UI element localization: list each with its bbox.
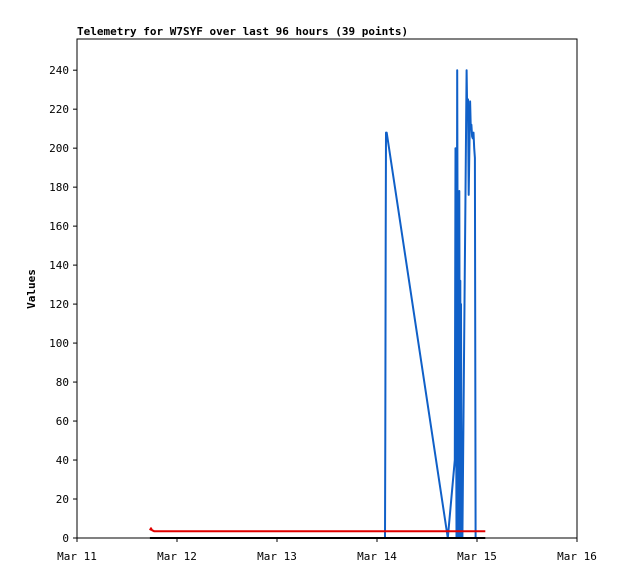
y-axis-ticks: 0 20 40 60 80 100 120 140 160 180 200 220 240 (49, 64, 77, 545)
y-tick-label: 240 (49, 64, 69, 77)
series-line-1 (384, 69, 479, 539)
y-tick-label: 20 (56, 493, 69, 506)
x-tick-label: Mar 12 (157, 550, 197, 563)
plot-area-frame (76, 38, 578, 539)
x-tick-label: Mar 15 (457, 550, 497, 563)
y-tick-label: 100 (49, 337, 69, 350)
series-line-2 (149, 527, 486, 533)
x-tick-label: Mar 13 (257, 550, 297, 563)
y-tick-label: 0 (62, 532, 69, 545)
y-tick-label: 40 (56, 454, 69, 467)
y-tick-label: 60 (56, 415, 69, 428)
x-axis-ticks: Mar 11 Mar 12 Mar 13 Mar 14 Mar 15 Mar 16 (57, 538, 597, 563)
x-tick-label: Mar 14 (357, 550, 397, 563)
y-tick-label: 120 (49, 298, 69, 311)
y-tick-label: 160 (49, 220, 69, 233)
y-axis-label: Values (25, 269, 38, 309)
y-tick-label: 140 (49, 259, 69, 272)
chart-title: Telemetry for W7SYF over last 96 hours (… (77, 25, 408, 38)
x-tick-label: Mar 11 (57, 550, 97, 563)
y-tick-label: 220 (49, 103, 69, 116)
series-layer (149, 69, 486, 539)
y-tick-label: 180 (49, 181, 69, 194)
x-tick-label: Mar 16 (557, 550, 597, 563)
y-tick-label: 80 (56, 376, 69, 389)
y-tick-label: 200 (49, 142, 69, 155)
